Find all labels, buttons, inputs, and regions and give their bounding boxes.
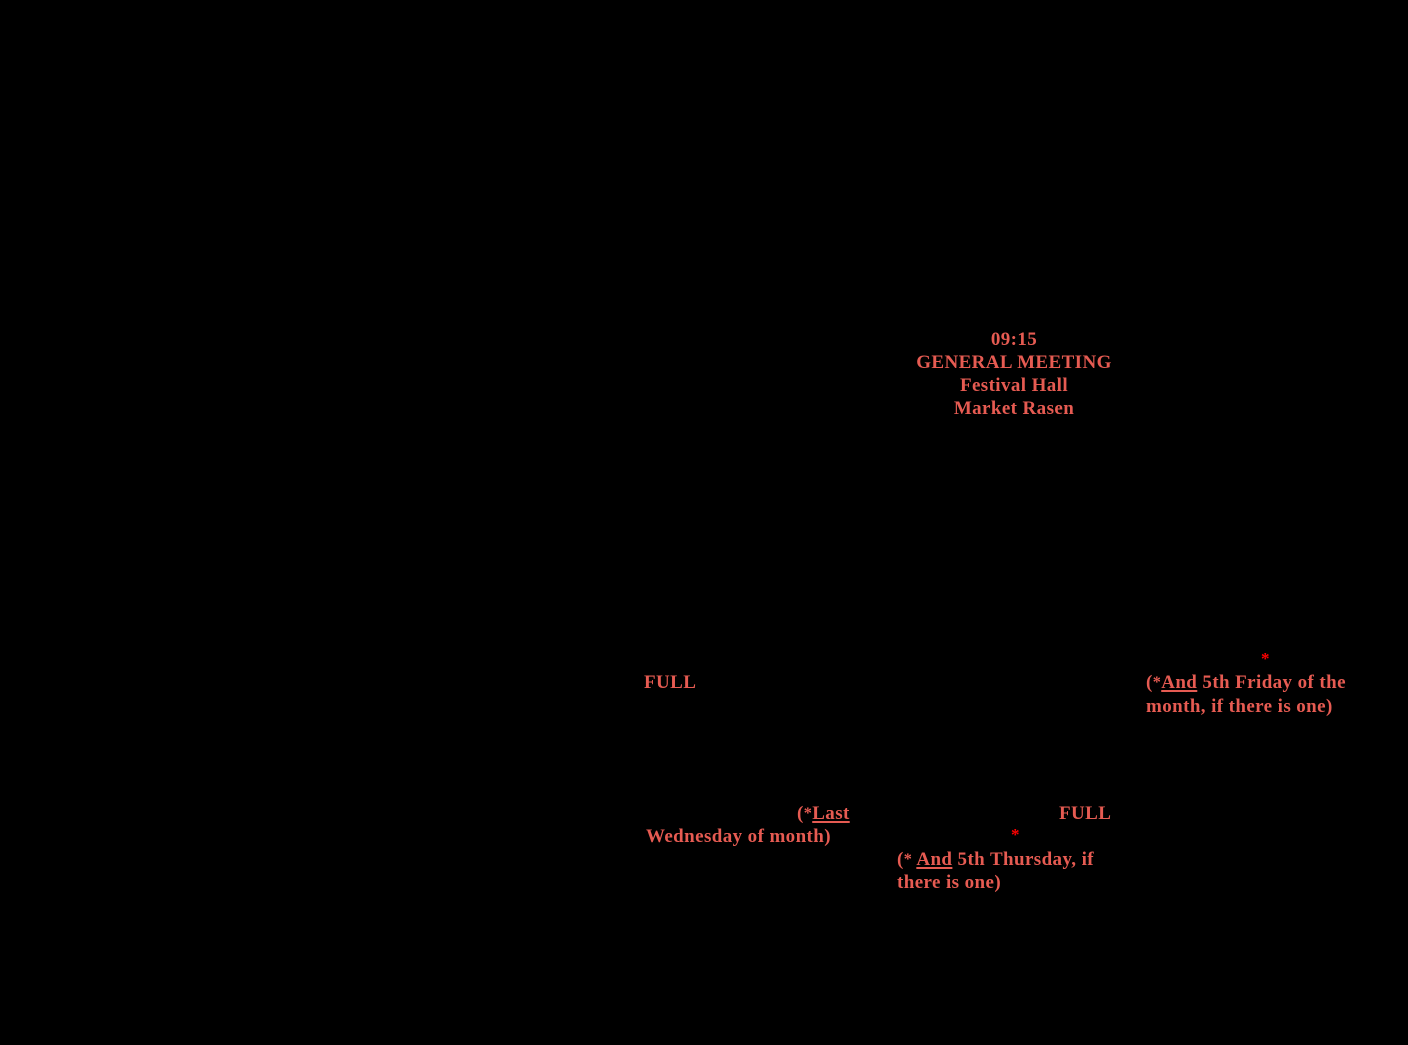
meeting-time: 09:15 [990, 329, 1038, 350]
underlined-word: And [1161, 672, 1198, 693]
underlined-word: And [916, 849, 953, 870]
meeting-location: Market Rasen [953, 398, 1075, 419]
inline-asterisk: * [903, 851, 913, 868]
friday-footnote-line1: (*And 5th Friday of the [1146, 671, 1366, 695]
friday-footnote-line2: month, if there is one) [1146, 696, 1333, 717]
footnote-asterisk: * [1011, 825, 1020, 844]
thursday-footnote-line2: there is one) [897, 872, 1002, 893]
general-meeting-entry: 09:15 GENERAL MEETING Festival Hall Mark… [814, 328, 1214, 420]
footnote-asterisk: * [1261, 649, 1270, 668]
wednesday-footnote-line2: Wednesday of month) [646, 826, 831, 847]
wednesday-footnote-line1: (*Last [797, 802, 850, 826]
inline-asterisk: * [803, 805, 813, 822]
paren-open: ( [797, 803, 804, 824]
friday-footnote: (*And 5th Friday of the month, if there … [1146, 671, 1366, 718]
full-status-label: FULL [644, 672, 697, 693]
underlined-word: Last [812, 803, 850, 824]
paren-open: ( [1146, 672, 1153, 693]
meeting-title: GENERAL MEETING [916, 352, 1112, 373]
note-text: 5th Thursday, if [952, 849, 1094, 870]
full-status-label: FULL [1059, 803, 1112, 824]
meeting-venue: Festival Hall [959, 375, 1069, 396]
inline-asterisk: * [1152, 674, 1162, 691]
note-text: 5th Friday of the [1197, 672, 1346, 693]
paren-open: ( [897, 849, 904, 870]
thursday-footnote-line1: (* And 5th Thursday, if [897, 849, 1127, 872]
thursday-footnote: (* And 5th Thursday, if there is one) [897, 849, 1127, 894]
